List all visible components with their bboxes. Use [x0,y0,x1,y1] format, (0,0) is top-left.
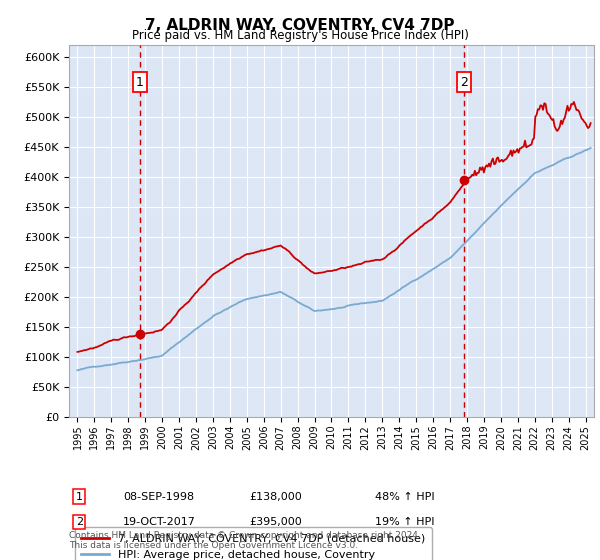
Text: Price paid vs. HM Land Registry's House Price Index (HPI): Price paid vs. HM Land Registry's House … [131,29,469,42]
Text: £138,000: £138,000 [249,492,302,502]
Text: 1: 1 [76,492,83,502]
Text: Contains HM Land Registry data © Crown copyright and database right 2024.
This d: Contains HM Land Registry data © Crown c… [69,530,421,550]
Text: 19-OCT-2017: 19-OCT-2017 [123,517,196,527]
Text: 08-SEP-1998: 08-SEP-1998 [123,492,194,502]
Legend: 7, ALDRIN WAY, COVENTRY, CV4 7DP (detached house), HPI: Average price, detached : 7, ALDRIN WAY, COVENTRY, CV4 7DP (detach… [74,528,432,560]
Text: 7, ALDRIN WAY, COVENTRY, CV4 7DP: 7, ALDRIN WAY, COVENTRY, CV4 7DP [145,18,455,33]
Text: 2: 2 [460,76,467,88]
Text: 48% ↑ HPI: 48% ↑ HPI [375,492,434,502]
Text: 1: 1 [136,76,144,88]
Text: 19% ↑ HPI: 19% ↑ HPI [375,517,434,527]
Text: £395,000: £395,000 [249,517,302,527]
Text: 2: 2 [76,517,83,527]
